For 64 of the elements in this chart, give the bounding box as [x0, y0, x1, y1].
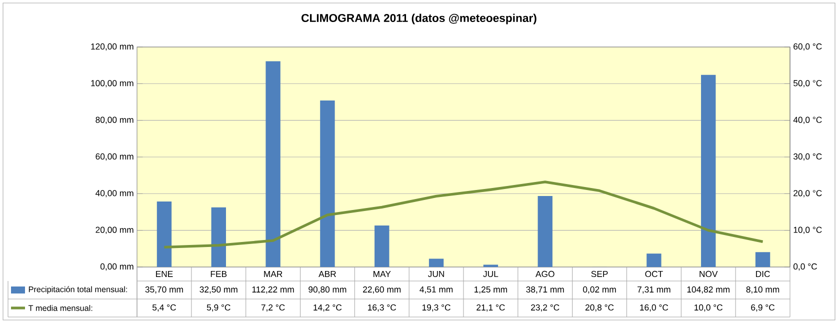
data-label: 16,3 °C: [368, 304, 396, 312]
data-label: 38,71 mm: [526, 286, 564, 294]
x-tick-label: NOV: [700, 270, 718, 278]
data-label: 35,70 mm: [145, 286, 183, 294]
y2-tick-label: 50,0 °C: [794, 80, 822, 88]
data-label: 5,4 °C: [152, 304, 176, 312]
x-tick-label: JUN: [428, 270, 444, 278]
chart-title: CLIMOGRAMA 2011 (datos @meteoespinar): [302, 14, 536, 24]
y2-tick-label: 60,0 °C: [794, 43, 822, 51]
bar: [428, 258, 444, 267]
data-label: 21,1 °C: [476, 304, 505, 312]
x-tick-label: ENE: [156, 271, 173, 277]
data-label: 104,82 mm: [687, 286, 730, 294]
bar: [646, 254, 662, 267]
data-label: 5,9 °C: [206, 304, 230, 312]
x-tick-label: FEB: [210, 271, 227, 277]
y-tick-label: 120,00 mm: [91, 43, 134, 51]
x-tick-label: MAY: [374, 271, 391, 277]
y2-tick-label: 20,0 °C: [794, 190, 822, 198]
x-tick-label: AGO: [536, 270, 554, 278]
data-label: 22,60 mm: [363, 286, 401, 294]
line-series: [162, 180, 764, 249]
x-tick-label: JUL: [483, 270, 498, 278]
data-label: 7,31 mm: [638, 286, 670, 294]
y2-tick-label: 40,0 °C: [793, 116, 822, 124]
y-tick-label: 100,00 mm: [91, 80, 134, 88]
legend-label: Precipitación total mensual:: [28, 286, 127, 294]
legend-label: T media mensual:: [28, 304, 92, 311]
data-label: 7,2 °C: [261, 304, 285, 312]
bar: [320, 100, 335, 267]
bar: [374, 226, 390, 267]
y-tick-label: 40,00 mm: [96, 190, 134, 198]
data-label: 16,0 °C: [640, 304, 668, 312]
bar: [211, 207, 226, 267]
data-label: 112,22 mm: [252, 286, 294, 294]
y2-tick-label: 30,0 °C: [793, 153, 822, 161]
data-label: 1,25 mm: [474, 286, 507, 294]
y-tick-label: 20,00 mm: [96, 226, 134, 234]
data-label: 14,2 °C: [314, 304, 342, 312]
x-tick-label: DIC: [756, 270, 770, 278]
bar: [755, 252, 770, 267]
x-tick-label: ABR: [318, 271, 336, 277]
data-label: 10,0 °C: [694, 304, 723, 312]
y-tick-label: 60,00 mm: [96, 153, 134, 161]
y-tick-label: 0,00 mm: [100, 263, 134, 271]
y2-tick-label: 10,0 °C: [794, 226, 822, 234]
bar: [538, 196, 552, 267]
data-label: 4,51 mm: [420, 286, 453, 294]
bar: [701, 74, 716, 267]
data-label: 90,80 mm: [308, 286, 346, 294]
data-label: 23,2 °C: [531, 304, 560, 312]
y-tick-label: 80,00 mm: [96, 116, 134, 124]
x-tick-label: OCT: [645, 270, 663, 278]
data-label: 0,02 mm: [583, 286, 616, 294]
data-label: 20,8 °C: [585, 304, 614, 312]
data-label: 19,3 °C: [422, 304, 450, 312]
bar: [156, 202, 172, 267]
x-tick-label: SEP: [591, 270, 608, 278]
data-label: 8,10 mm: [746, 286, 780, 294]
y2-tick-label: 0,0 °C: [793, 263, 817, 271]
bar: [266, 61, 280, 267]
data-label: 6,9 °C: [751, 304, 775, 312]
x-tick-label: MAR: [264, 271, 282, 277]
data-label: 32,50 mm: [200, 286, 238, 294]
